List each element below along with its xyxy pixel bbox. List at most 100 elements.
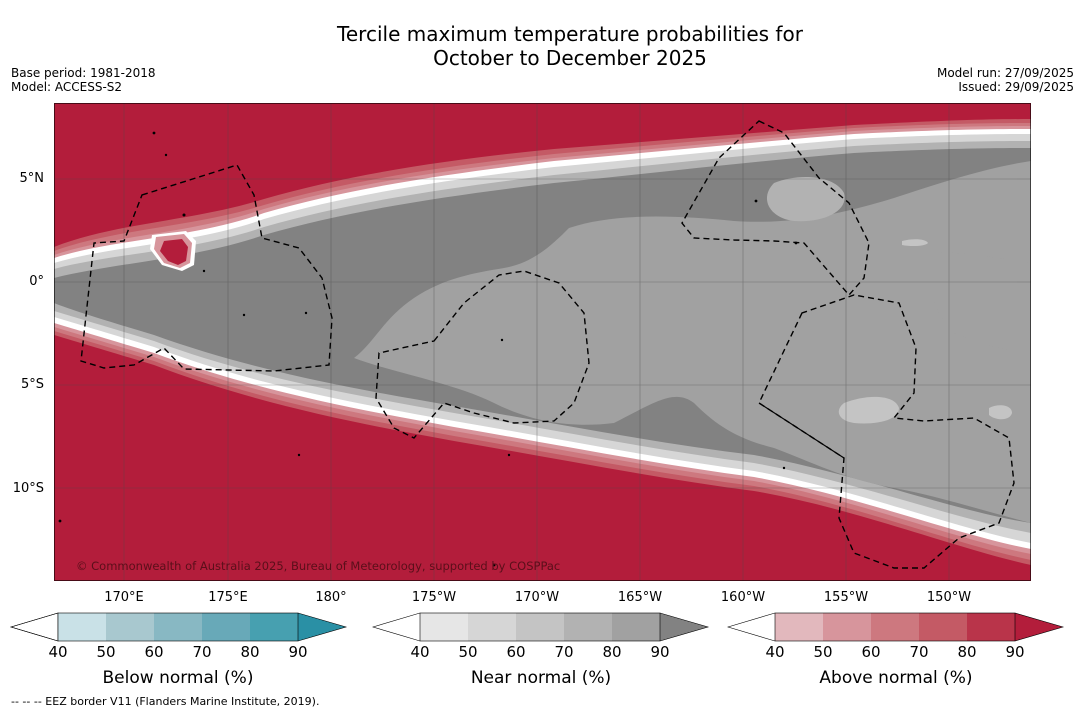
colorbar-above-outline [774,612,1016,642]
eez-border-south-east [758,294,1015,569]
near-normal-mid-patch-1 [354,161,1031,523]
colorbar-above-seg-60 [823,613,871,641]
probability-map: © Commonwealth of Australia 2025, Bureau… [54,103,1031,581]
near-normal-light-patch-2 [838,396,899,424]
above-normal-spot-core [160,239,188,265]
colorbar-above-seg-50 [775,613,823,641]
island [164,153,168,157]
colorbar-near-arrow-outline-right [659,612,710,642]
colorbar-below-arrow-right [298,613,346,641]
lat-label-0: 0° [29,274,44,289]
base-info: Base period: 1981-2018 Model: ACCESS-S2 [11,66,156,94]
colorbar-below-seg-80 [202,613,250,641]
lat-label-10s: 10°S [12,481,44,496]
eez-solid-segment [758,402,845,459]
tick-label: 60 [861,643,881,661]
run-info: Model run: 27/09/2025 Issued: 29/09/2025 [937,66,1074,94]
colorbar-below-arrow-outline-left [10,612,59,642]
colorbar-near-arrow-left [373,613,420,641]
eez-borders [80,120,1015,569]
colorbar-near-seg-90 [612,613,660,641]
colorbar-near-seg-50 [420,613,468,641]
colorbar-above-arrow-outline-left [727,612,776,642]
colorbar-near-normal [372,612,710,642]
base-period: Base period: 1981-2018 [11,66,156,80]
tick-label: 70 [909,643,929,661]
tick-label: 90 [1005,643,1025,661]
colorbar-above-seg-80 [919,613,967,641]
colorbar-near-outline [419,612,661,642]
island [492,563,496,567]
title-line-1: Tercile maximum temperature probabilitie… [337,22,803,46]
islands [58,131,798,567]
colorbar-below-seg-50 [58,613,106,641]
colorbar-above-arrow-outline-right [1014,612,1065,642]
colorbar-above-label: Above normal (%) [819,668,973,688]
island [794,241,798,245]
lon-label-170e: 170°E [104,590,144,605]
eez-border-north-east [681,120,870,297]
eez-footnote: -- -- -- EEZ border V11 (Flanders Marine… [11,695,320,708]
tick-label: 90 [288,643,308,661]
tick-label: 40 [48,643,68,661]
eez-border-central [375,270,590,439]
tick-label: 70 [554,643,574,661]
lon-label-175w: 175°W [411,590,457,605]
map-title: Tercile maximum temperature probabilitie… [0,22,1085,70]
copyright-text: © Commonwealth of Australia 2025, Bureau… [76,559,560,573]
colorbar-above-arrow-right [1015,613,1063,641]
colorbar-below-label: Below normal (%) [102,668,254,688]
lon-label-150w: 150°W [926,590,972,605]
near-normal-light-patch-3 [989,405,1012,420]
colorbar-near-seg-70 [516,613,564,641]
tick-label: 60 [506,643,526,661]
eez-border-west [80,164,333,372]
colorbar-near-seg-80 [564,613,612,641]
tick-label: 80 [957,643,977,661]
tick-label: 90 [650,643,670,661]
title-line-2: October to December 2025 [433,46,707,70]
island [152,131,156,135]
island [782,466,786,470]
tick-label: 50 [96,643,116,661]
colorbar-below-seg-90 [250,613,298,641]
lat-label-5s: 5°S [20,377,44,392]
island [507,453,511,457]
colorbar-above-normal [727,612,1065,642]
island [182,213,186,217]
island [754,199,758,203]
colorbar-near-arrow-outline-left [372,612,421,642]
island [297,453,301,457]
lon-label-165w: 165°W [617,590,663,605]
lon-label-175e: 175°E [208,590,248,605]
tick-label: 40 [765,643,785,661]
map-frame [54,103,1031,581]
lat-label-5n: 5°N [19,171,45,186]
colorbar-near-seg-60 [468,613,516,641]
near-normal-light-patch-4 [902,239,928,247]
issued-date: Issued: 29/09/2025 [958,80,1074,94]
lon-label-155w: 155°W [823,590,869,605]
island [500,338,504,342]
colorbar-below-arrow-outline-right [297,612,348,642]
island [242,313,246,317]
tick-label: 70 [192,643,212,661]
tick-label: 40 [410,643,430,661]
island [304,311,308,315]
colorbar-above-arrow-left [728,613,775,641]
model-name: Model: ACCESS-S2 [11,80,123,94]
lon-label-160w: 160°W [720,590,766,605]
lon-label-180: 180° [315,590,347,605]
colorbar-below-outline [57,612,299,642]
tick-label: 60 [144,643,164,661]
island [58,519,62,523]
colorbar-near-arrow-right [660,613,708,641]
colorbar-below-arrow-left [10,612,59,642]
colorbar-below-seg-60 [106,613,154,641]
colorbar-above-seg-90 [967,613,1015,641]
lon-label-170w: 170°W [514,590,560,605]
colorbar-near-label: Near normal (%) [470,668,612,688]
near-normal-mid-patch-2 [930,252,1031,353]
tick-label: 80 [240,643,260,661]
colorbar-below-normal [10,612,348,642]
